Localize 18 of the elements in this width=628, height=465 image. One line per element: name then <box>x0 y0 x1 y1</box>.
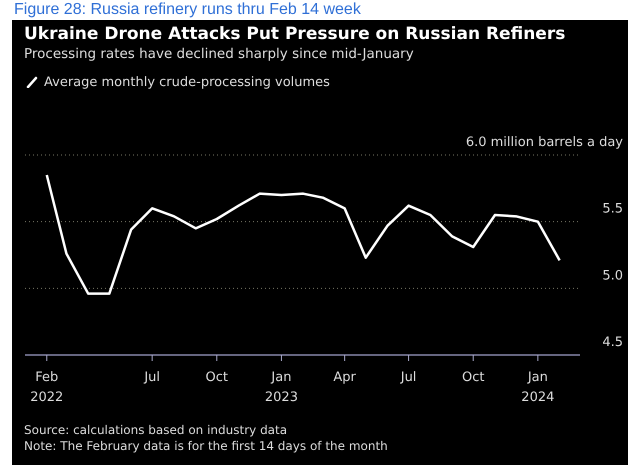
x-tick-label: Oct <box>462 370 484 385</box>
x-tick-label: Oct <box>206 370 228 385</box>
caption: Figure 28: Russia refinery runs thru Feb 14 week <box>13 0 362 20</box>
x-tick-label: Apr <box>333 370 357 385</box>
x-tick-label: Jul <box>400 370 416 385</box>
y-tick-label: 5.0 <box>602 268 623 284</box>
y-tick-label: 6.0 million barrels a day <box>466 135 624 150</box>
legend-label: Average monthly crude-processing volumes <box>44 74 330 90</box>
x-tick-label: Jul <box>143 370 160 385</box>
chart-title: Ukraine Drone Attacks Put Pressure on Russian Refiners <box>23 23 566 44</box>
y-tick-label: 4.5 <box>602 335 623 350</box>
source-note: Source: calculations based on industry data <box>24 422 288 438</box>
x-tick-label: Jan 2024 <box>521 370 554 405</box>
chart-subtitle: Processing rates have declined sharply since mid-January <box>23 45 415 63</box>
x-tick-label: Feb 2022 <box>30 370 64 405</box>
text: Note: The February data is for the first 14 days of the month <box>24 438 388 454</box>
x-tick-label: Jan 2023 <box>264 370 298 405</box>
y-tick-label: 5.5 <box>602 202 623 217</box>
